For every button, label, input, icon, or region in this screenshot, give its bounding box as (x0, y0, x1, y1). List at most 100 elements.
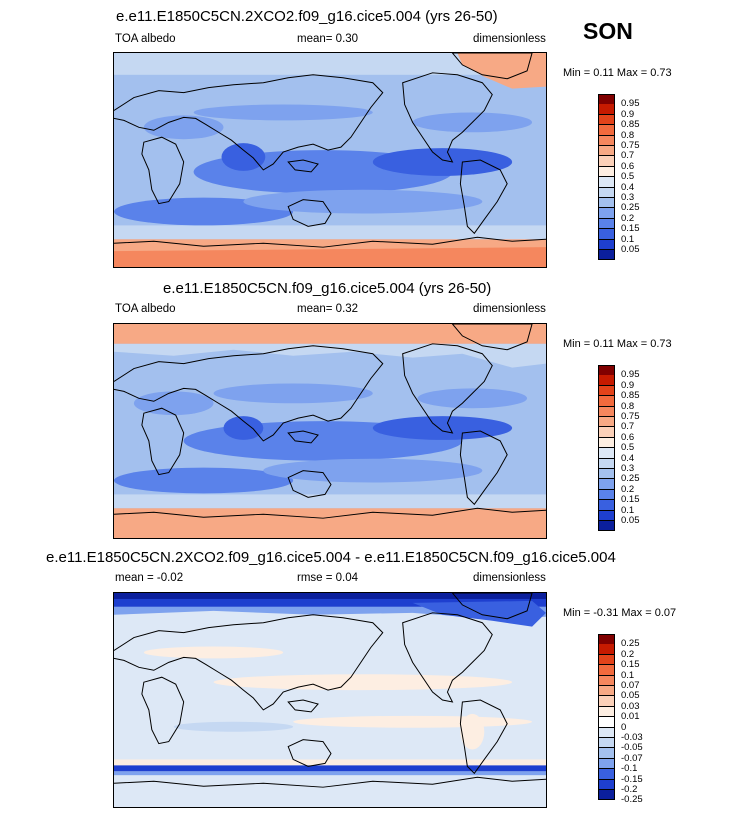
colorbar-swatch (598, 458, 615, 469)
colorbar-swatch (598, 166, 615, 178)
colorbar-label: 0.2 (621, 212, 635, 224)
colorbar-label: 0.4 (621, 452, 635, 464)
colorbar-label: 0.8 (621, 400, 635, 412)
colorbar-label: 0.05 (621, 690, 640, 702)
panel2-variable-label: TOA albedo (115, 303, 176, 315)
colorbar-label: 0.25 (621, 202, 640, 214)
colorbar-swatch (598, 738, 615, 749)
colorbar-label: 0.2 (621, 648, 635, 660)
colorbar-swatch (598, 727, 615, 738)
colorbar-label: 0.75 (621, 140, 640, 151)
colorbar-label: 0.7 (621, 150, 635, 162)
season-label: SON (583, 18, 633, 44)
colorbar-swatch (598, 417, 615, 428)
panel1-variable-label: TOA albedo (115, 33, 176, 45)
colorbar-label: 0.2 (621, 483, 635, 495)
colorbar-swatch (598, 250, 615, 261)
colorbar-label: 0.15 (621, 659, 640, 671)
colorbar-swatch (598, 696, 615, 707)
colorbar-label: 0.15 (621, 223, 640, 235)
colorbar-label: 0.01 (621, 711, 640, 723)
colorbar-swatch (598, 187, 615, 198)
colorbar-swatch (598, 104, 615, 115)
panel3-units-label: dimensionless (473, 572, 546, 584)
colorbar-swatch (598, 208, 615, 219)
panel3-title: e.e11.E1850C5CN.2XCO2.f09_g16.cice5.004 … (46, 549, 616, 566)
colorbar-swatch (598, 125, 615, 136)
colorbar-label: 0.6 (621, 431, 635, 443)
colorbar-label: 0.3 (621, 192, 635, 203)
colorbar-label: 0.9 (621, 379, 635, 391)
panel1-minmax: Min = 0.11 Max = 0.73 (563, 67, 672, 79)
colorbar-swatch (598, 229, 615, 240)
panel2-colorbar: 0.95 0.9 0.85 0.8 0.75 0.7 0.6 0.5 0.4 0.3 0.25 0.2… (598, 365, 668, 541)
colorbar-swatch (598, 114, 615, 126)
colorbar-label: 0.15 (621, 494, 640, 506)
panel1-colorbar: 0.95 0.9 0.85 0.8 0.75 0.7 0.6 0.5 0.4 0.3 0.25 0.2… (598, 94, 668, 270)
colorbar-label: 0.25 (621, 473, 640, 485)
colorbar-swatch (598, 665, 615, 676)
colorbar-label: 0.8 (621, 129, 635, 141)
colorbar-swatch (598, 644, 615, 655)
colorbar-label: 0.05 (621, 244, 640, 255)
colorbar-swatch (598, 375, 615, 386)
colorbar-swatch (598, 779, 615, 790)
colorbar-swatch (598, 717, 615, 728)
colorbar-label: -0.07 (621, 752, 643, 764)
colorbar-swatch (598, 156, 615, 167)
panel1-units-label: dimensionless (473, 33, 546, 45)
colorbar-label: -0.25 (621, 794, 643, 806)
colorbar-label: 0 (621, 721, 627, 733)
colorbar-label: -0.05 (621, 742, 643, 754)
colorbar-swatch (598, 510, 615, 521)
colorbar-swatch (598, 479, 615, 490)
colorbar-label: -0.15 (621, 773, 643, 785)
panel2-mean-label: mean= 0.32 (297, 303, 359, 315)
colorbar-label: 0.75 (621, 411, 640, 422)
colorbar-swatch (598, 769, 615, 780)
colorbar-label: 0.6 (621, 160, 635, 172)
colorbar-label: -0.1 (621, 763, 638, 775)
panel3-mean-label: mean = -0.02 (115, 572, 184, 584)
panel3-rmse-label: rmse = 0.04 (297, 572, 359, 584)
colorbar-swatch (598, 675, 615, 686)
colorbar-label: 0.9 (621, 108, 635, 120)
colorbar-swatch (598, 146, 615, 157)
colorbar-swatch (598, 448, 615, 459)
panel3-minmax: Min = -0.31 Max = 0.07 (563, 607, 677, 619)
colorbar-swatch (598, 198, 615, 209)
colorbar-label: 0.25 (621, 638, 640, 650)
colorbar-label: 0.95 (621, 98, 640, 110)
colorbar-swatch (598, 654, 615, 666)
colorbar-swatch (598, 239, 615, 250)
panel3-colorbar: 0.25 0.2 0.15 0.1 0.07 0.05 0.03 0.01 0 -0.03 -0.0… (598, 634, 668, 810)
colorbar-label: 0.5 (621, 442, 635, 454)
colorbar-label: 0.95 (621, 369, 640, 381)
colorbar-label: 0.85 (621, 119, 640, 131)
colorbar-swatch (598, 500, 615, 511)
colorbar-swatch (598, 406, 615, 417)
colorbar-swatch (598, 385, 615, 397)
colorbar-label: 0.03 (621, 700, 640, 712)
panel3-map (113, 592, 547, 808)
colorbar-swatch (598, 469, 615, 480)
colorbar-swatch (598, 706, 615, 718)
panel1-map (113, 52, 547, 268)
colorbar-label: 0.07 (621, 680, 640, 691)
colorbar-label: 0.7 (621, 421, 635, 433)
colorbar-swatch (598, 177, 615, 188)
colorbar-label: 0.4 (621, 181, 635, 193)
colorbar-label: -0.03 (621, 732, 643, 743)
colorbar-label: 0.3 (621, 463, 635, 474)
colorbar-swatch (598, 427, 615, 438)
colorbar-label: 0.5 (621, 171, 635, 183)
colorbar-label: -0.2 (621, 784, 638, 795)
colorbar-swatch (598, 489, 615, 501)
panel2-units-label: dimensionless (473, 303, 546, 315)
colorbar-swatch (598, 135, 615, 146)
colorbar-label: 0.05 (621, 515, 640, 526)
colorbar-label: 0.1 (621, 669, 635, 681)
colorbar-swatch (598, 218, 615, 230)
colorbar-swatch (598, 748, 615, 759)
colorbar-swatch (598, 396, 615, 407)
